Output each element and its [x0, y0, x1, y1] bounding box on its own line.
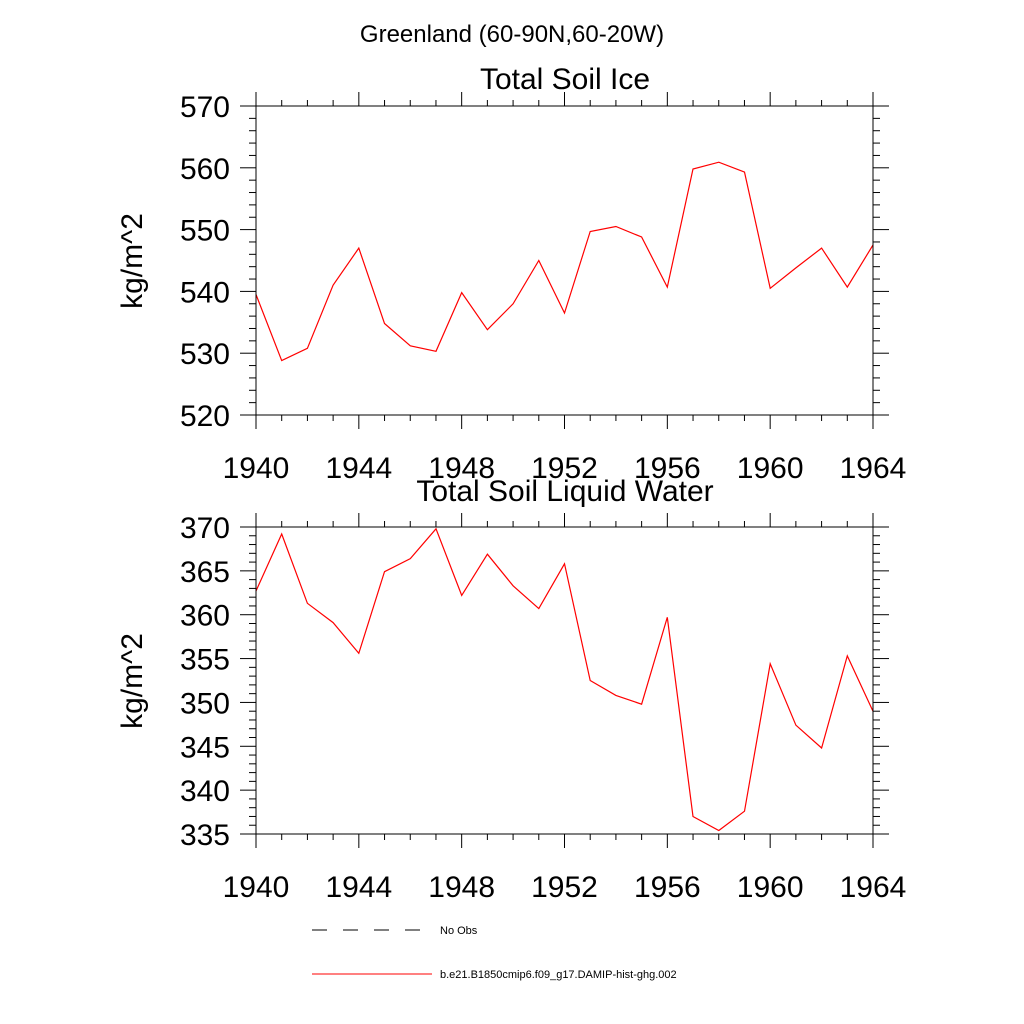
y-tick-label: 350	[180, 687, 230, 720]
legend: No Obs b.e21.B1850cmip6.f09_g17.DAMIP-hi…	[312, 925, 677, 981]
legend-label-no-obs: No Obs	[440, 925, 478, 937]
y-tick-label: 550	[180, 215, 230, 248]
plot-frame	[255, 526, 874, 835]
x-tick-label: 1948	[428, 871, 495, 904]
axis-ticks: 1940 1944 1948 1952 1956 1960 1964 520 530 540 550…	[180, 91, 906, 485]
x-tick-label: 1944	[325, 871, 392, 904]
x-tick-label: 1960	[737, 871, 804, 904]
y-tick-label: 370	[180, 512, 230, 545]
y-tick-label: 560	[180, 153, 230, 186]
plot-frame	[255, 105, 874, 416]
x-tick-label: 1960	[737, 452, 804, 485]
y-axis-label: kg/m^2	[116, 213, 149, 309]
y-tick-label: 360	[180, 600, 230, 633]
y-tick-label: 570	[180, 91, 230, 124]
x-tick-label: 1964	[840, 452, 907, 485]
x-tick-label: 1952	[531, 452, 598, 485]
x-tick-label: 1956	[634, 452, 701, 485]
y-tick-label: 540	[180, 276, 230, 309]
chart-title: Total Soil Liquid Water	[416, 475, 713, 508]
axis-ticks: 1940 1944 1948 1952 1956 1960 1964 335 340 345 350…	[180, 512, 906, 904]
x-tick-label: 1956	[634, 871, 701, 904]
y-tick-label: 530	[180, 338, 230, 371]
x-tick-label: 1952	[531, 871, 598, 904]
y-axis-label: kg/m^2	[116, 633, 149, 729]
x-tick-label: 1944	[325, 452, 392, 485]
y-tick-label: 520	[180, 400, 230, 433]
x-tick-label: 1940	[223, 871, 290, 904]
plot-lines	[255, 527, 874, 832]
legend-label-model: b.e21.B1850cmip6.f09_g17.DAMIP-hist-ghg.…	[440, 969, 677, 981]
series-line	[255, 527, 874, 832]
plot-lines	[255, 161, 874, 362]
series-line	[255, 161, 874, 362]
y-tick-label: 365	[180, 556, 230, 589]
y-tick-label: 335	[180, 819, 230, 852]
x-tick-label: 1948	[428, 452, 495, 485]
y-tick-label: 345	[180, 731, 230, 764]
y-tick-label: 355	[180, 644, 230, 677]
x-tick-label: 1940	[223, 452, 290, 485]
y-tick-label: 340	[180, 775, 230, 808]
panel-total-soil-ice: Total Soil Ice kg/m^2 1940 1944 1948 1952 19…	[116, 63, 906, 485]
chart-title: Total Soil Ice	[480, 63, 650, 96]
panel-total-soil-liquid-water: Total Soil Liquid Water kg/m^2 1940 1944 1…	[116, 475, 906, 904]
figure-suptitle: Greenland (60-90N,60-20W)	[360, 21, 664, 48]
x-tick-label: 1964	[840, 871, 907, 904]
